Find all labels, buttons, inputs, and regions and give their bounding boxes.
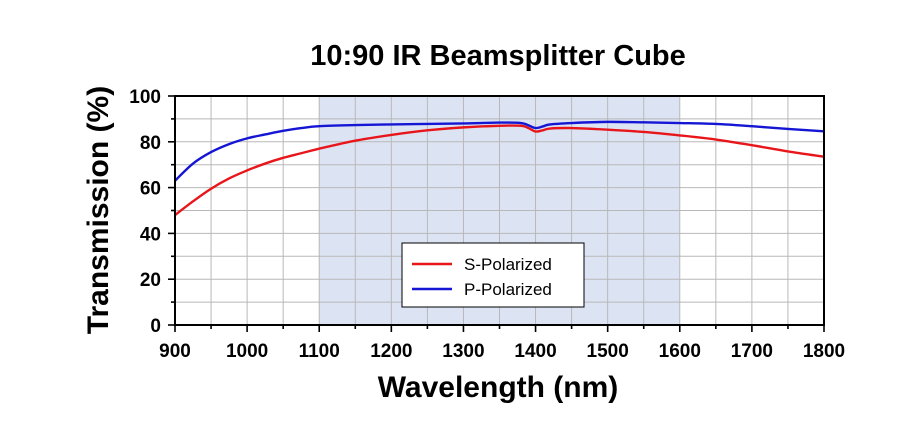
y-tick-label: 20 (140, 270, 161, 291)
y-tick-label: 0 (150, 316, 161, 337)
x-tick-label: 1500 (587, 341, 629, 362)
x-tick-label: 1300 (442, 341, 484, 362)
series-line-s-polarized (174, 124, 825, 217)
series-layer (174, 120, 825, 217)
y-tick-label: 80 (140, 133, 161, 154)
x-tick-label: 1000 (226, 341, 268, 362)
y-tick-label: 60 (140, 179, 161, 200)
chart-title: 10:90 IR Beamsplitter Cube (310, 40, 686, 72)
x-tick-label: 1400 (514, 341, 556, 362)
legend-box (401, 242, 585, 308)
y-axis-title: Transmission (%) (82, 86, 115, 334)
x-tick-label: 1200 (370, 341, 412, 362)
x-axis-title: Wavelength (nm) (378, 371, 619, 404)
series-line-p-polarized (174, 120, 825, 182)
legend-label-s-polarized: S-Polarized (464, 255, 552, 274)
legend: S-Polarized P-Polarized (401, 242, 585, 308)
grid-layer (175, 96, 824, 325)
x-tick-label: 1800 (803, 341, 845, 362)
x-tick-label: 1700 (731, 341, 773, 362)
x-tick-label: 900 (159, 341, 191, 362)
tick-layer: 900 1000 1100 1200 1300 1400 1500 1600 1700 1800 0… (129, 87, 845, 362)
x-tick-label: 1600 (659, 341, 701, 362)
y-tick-label: 100 (129, 87, 161, 108)
x-tick-label: 1100 (299, 341, 340, 362)
y-tick-label: 40 (140, 224, 161, 245)
legend-label-p-polarized: P-Polarized (464, 280, 552, 299)
